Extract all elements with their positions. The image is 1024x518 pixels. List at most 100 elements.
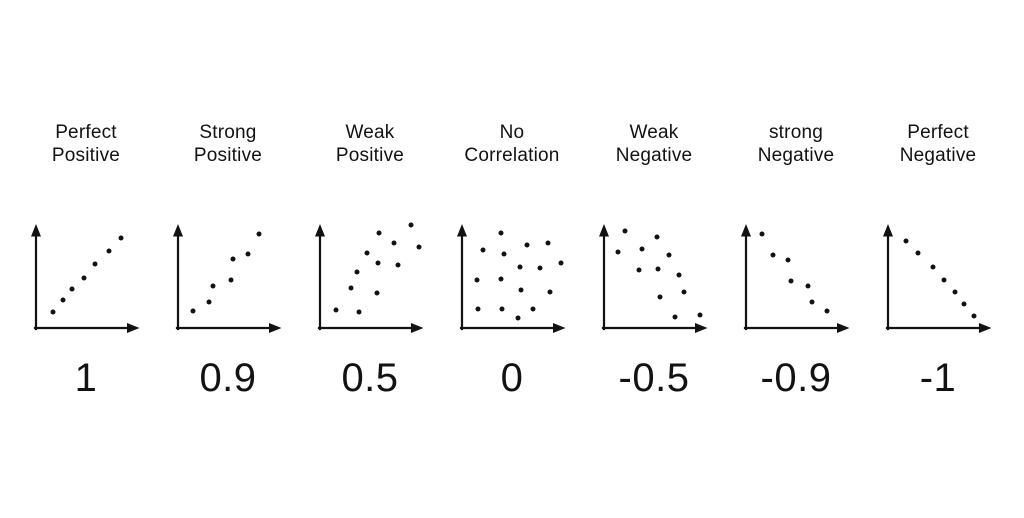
x-axis-arrow-icon xyxy=(695,323,708,333)
data-point xyxy=(639,246,645,252)
panel-column-perfect-negative: Perfect Negative xyxy=(867,122,1009,167)
x-axis-arrow-icon xyxy=(979,323,992,333)
data-point xyxy=(903,238,909,244)
label-line-1: Weak xyxy=(629,122,679,143)
data-point xyxy=(364,250,370,256)
coefficient-value: -0.9 xyxy=(760,356,832,400)
data-point xyxy=(376,230,382,236)
data-point xyxy=(50,309,56,315)
data-point xyxy=(697,312,703,318)
x-axis-arrow-icon xyxy=(411,323,424,333)
value-cell: -0.5 xyxy=(583,356,725,400)
plot-cell xyxy=(299,215,441,335)
data-point xyxy=(655,266,661,272)
data-point xyxy=(785,257,791,263)
data-point xyxy=(501,251,507,257)
data-point xyxy=(530,306,536,312)
data-point xyxy=(60,297,66,303)
data-point xyxy=(356,309,362,315)
scatter-plot-strong-positive xyxy=(173,224,282,333)
values-row: 1 0.9 0.5 0 -0.5 -0.9 -1 xyxy=(15,356,1009,400)
data-point xyxy=(961,301,967,307)
data-point xyxy=(498,230,504,236)
coefficient-value: 1 xyxy=(74,356,98,400)
data-point xyxy=(547,289,553,295)
data-point xyxy=(206,299,212,305)
value-cell: 0.5 xyxy=(299,356,441,400)
x-axis-arrow-icon xyxy=(837,323,850,333)
data-point xyxy=(354,269,360,275)
data-point xyxy=(809,299,815,305)
data-point xyxy=(636,267,642,273)
data-point xyxy=(498,276,504,282)
scatter-plot-perfect-positive xyxy=(31,224,140,333)
scatter-plot-perfect-negative xyxy=(883,224,992,333)
scatter-plot-no-correlation xyxy=(457,224,566,333)
data-point xyxy=(666,252,672,258)
panel-label: Strong Positive xyxy=(194,122,262,167)
data-point xyxy=(558,260,564,266)
value-cell: -0.9 xyxy=(725,356,867,400)
label-line-1: strong xyxy=(768,122,823,143)
data-point xyxy=(537,265,543,271)
data-point xyxy=(517,264,523,270)
data-point xyxy=(615,249,621,255)
value-cell: 1 xyxy=(15,356,157,400)
data-point xyxy=(952,289,958,295)
scatter-plot-weak-negative xyxy=(599,224,708,333)
data-point xyxy=(391,240,397,246)
coefficient-value: -0.5 xyxy=(618,356,690,400)
data-point xyxy=(930,264,936,270)
y-axis-arrow-icon xyxy=(457,224,467,237)
data-point xyxy=(759,231,765,237)
label-line-2: Positive xyxy=(335,144,405,166)
coefficient-value: 0.5 xyxy=(341,356,399,400)
data-point xyxy=(475,306,481,312)
panel-column-no-correlation: No Correlation xyxy=(441,122,583,167)
data-point xyxy=(971,313,977,319)
data-point xyxy=(190,308,196,314)
coefficient-value: 0 xyxy=(500,356,524,400)
panel-label: Perfect Negative xyxy=(900,122,977,167)
panel-label: Weak Positive xyxy=(336,122,404,167)
label-line-1: Perfect xyxy=(907,122,969,143)
data-point xyxy=(515,315,521,321)
plot-cell xyxy=(441,215,583,335)
data-point xyxy=(545,240,551,246)
data-point xyxy=(499,306,505,312)
data-point xyxy=(92,261,98,267)
label-line-1: Perfect xyxy=(55,122,117,143)
data-point xyxy=(245,251,251,257)
x-axis-arrow-icon xyxy=(127,323,140,333)
data-point xyxy=(676,272,682,278)
data-point xyxy=(518,287,524,293)
data-point xyxy=(81,275,87,281)
panel-column-strong-positive: Strong Positive xyxy=(157,122,299,167)
data-point xyxy=(210,283,216,289)
plots-row xyxy=(15,215,1009,335)
data-point xyxy=(333,307,339,313)
panel-column-weak-negative: Weak Negative xyxy=(583,122,725,167)
data-point xyxy=(416,244,422,250)
coefficient-value: 0.9 xyxy=(199,356,257,400)
data-point xyxy=(228,277,234,283)
plot-cell xyxy=(15,215,157,335)
data-point xyxy=(118,235,124,241)
data-point xyxy=(348,285,354,291)
data-point xyxy=(657,294,663,300)
x-axis-arrow-icon xyxy=(269,323,282,333)
data-point xyxy=(524,242,530,248)
data-point xyxy=(374,290,380,296)
data-point xyxy=(672,314,678,320)
data-point xyxy=(681,289,687,295)
label-line-2: Negative xyxy=(899,144,977,166)
label-line-2: Positive xyxy=(51,144,121,166)
value-cell: 0.9 xyxy=(157,356,299,400)
label-line-2: Negative xyxy=(615,144,693,166)
data-point xyxy=(230,256,236,262)
label-line-1: Weak xyxy=(345,122,395,143)
value-cell: -1 xyxy=(867,356,1009,400)
y-axis-arrow-icon xyxy=(173,224,183,237)
y-axis-arrow-icon xyxy=(741,224,751,237)
